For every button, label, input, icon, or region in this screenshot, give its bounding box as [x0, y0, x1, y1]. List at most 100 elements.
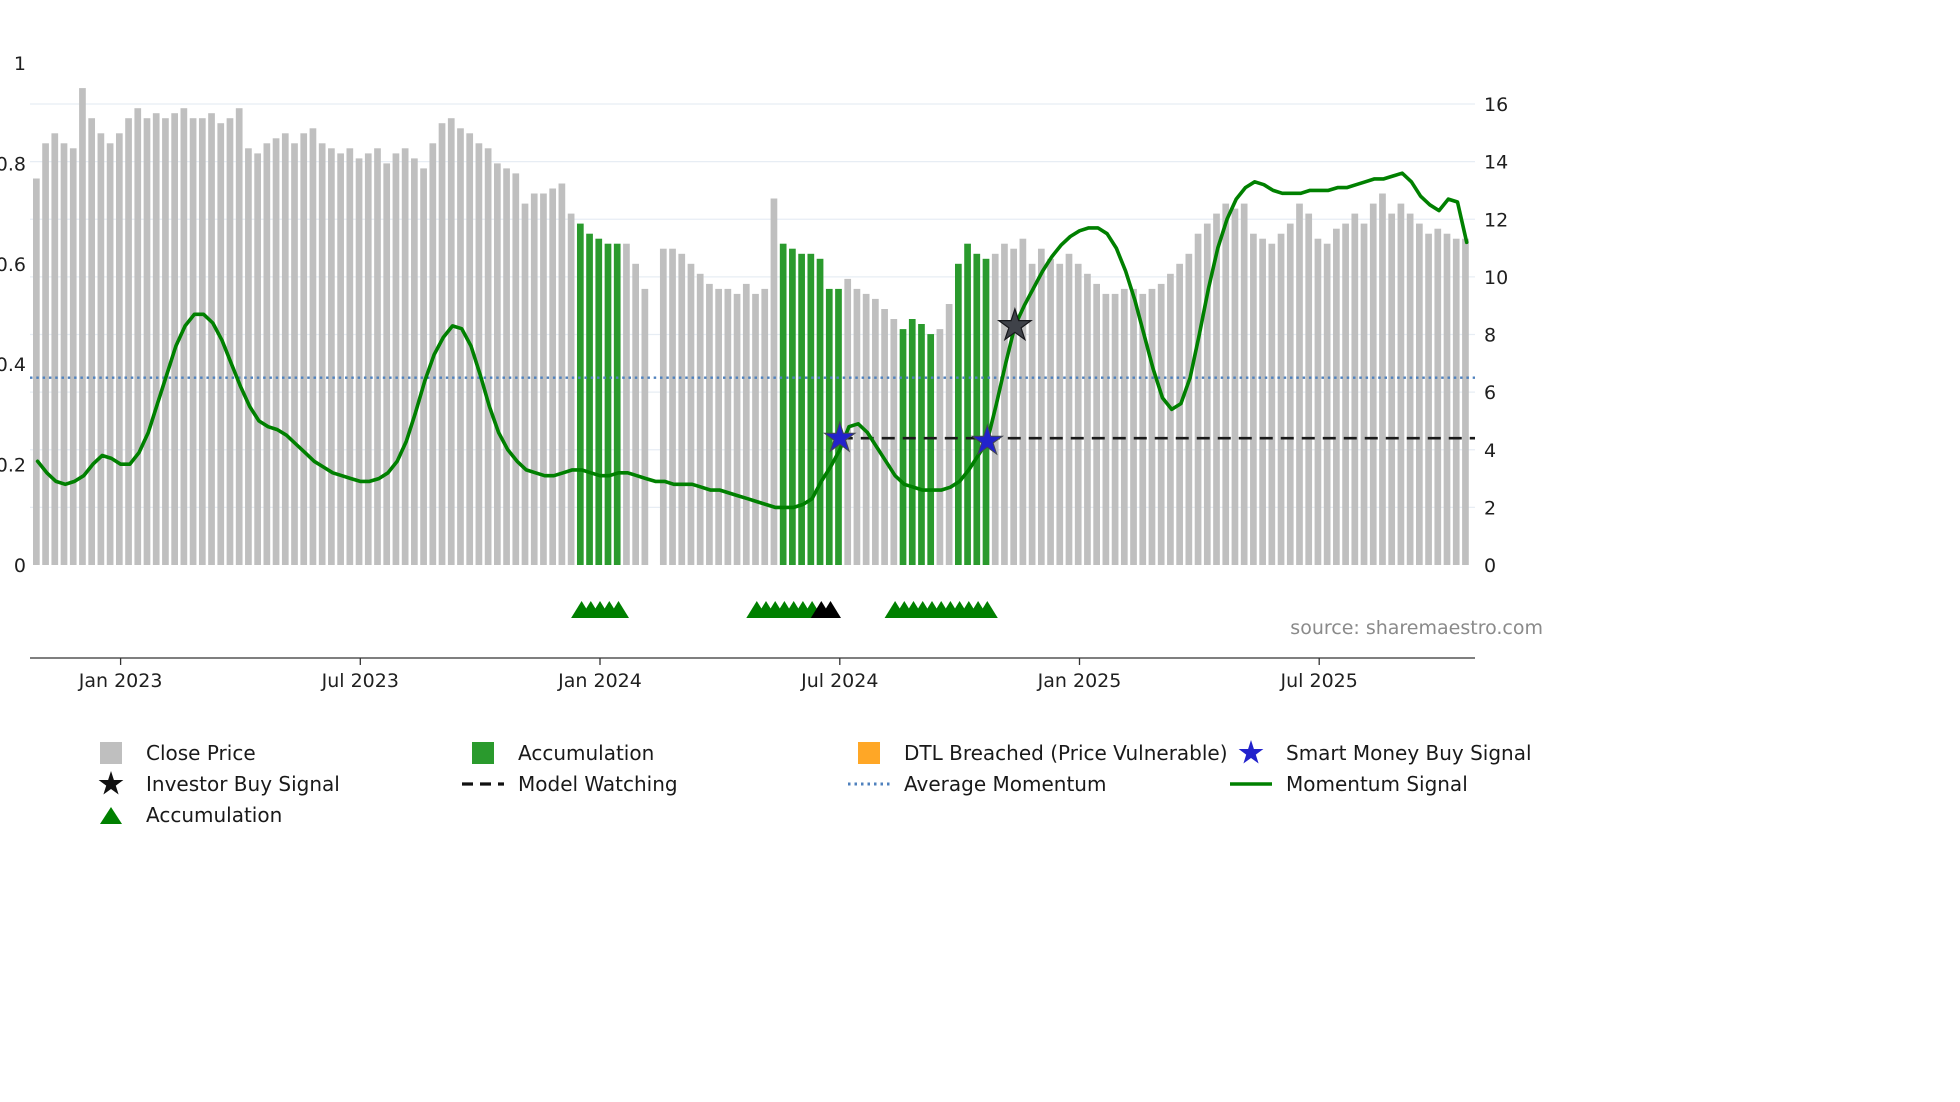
- green-line-icon: [1228, 771, 1274, 797]
- legend-label: Accumulation: [146, 802, 283, 827]
- blue-star-icon: [1228, 739, 1274, 767]
- accumulation-bar: [807, 253, 815, 566]
- close-price-bar: [1056, 263, 1064, 565]
- close-price-bar: [189, 118, 197, 565]
- close-price-bar: [669, 248, 676, 565]
- accumulation-bar: [595, 238, 603, 565]
- close-price-bar: [659, 248, 667, 565]
- close-price-bar: [1369, 203, 1377, 565]
- right-axis-tick-label: 4: [1484, 440, 1496, 462]
- close-price-bar: [1157, 283, 1165, 565]
- close-price-bar: [549, 188, 557, 565]
- close-price-bar: [328, 148, 335, 566]
- close-price-bar: [1416, 223, 1423, 565]
- close-price-bar: [1231, 208, 1239, 565]
- right-axis-tick-label: 6: [1484, 382, 1496, 404]
- close-price-bar: [1443, 233, 1451, 565]
- close-price-bar: [761, 288, 769, 565]
- close-price-swatch-icon: [88, 740, 134, 766]
- close-price-bar: [752, 293, 759, 565]
- x-axis-tick-label: Jul 2023: [321, 670, 399, 692]
- close-price-bar: [217, 123, 225, 565]
- close-price-bar: [1388, 213, 1396, 565]
- close-price-bar: [1047, 258, 1054, 565]
- close-price-bar: [162, 118, 169, 565]
- legend-item-smart-money-buy-signal: Smart Money Buy Signal: [1228, 737, 1532, 768]
- close-price-bar: [844, 278, 852, 565]
- close-price-bar: [733, 293, 741, 565]
- close-price-bar: [447, 118, 455, 565]
- left-axis-tick-label: 0.4: [0, 354, 26, 376]
- close-price-bar: [115, 133, 123, 566]
- close-price-bar: [1305, 213, 1313, 565]
- close-price-bar: [1074, 263, 1082, 565]
- close-price-bar: [1240, 203, 1248, 565]
- left-axis-tick-label: 0.6: [0, 254, 26, 276]
- close-price-bar: [106, 143, 114, 566]
- close-price-bar: [318, 143, 326, 566]
- close-price-bar: [1037, 248, 1045, 565]
- close-price-bar: [1360, 223, 1368, 565]
- close-price-bar: [1167, 273, 1174, 565]
- close-price-bar: [872, 298, 879, 565]
- close-price-bar: [401, 148, 409, 566]
- close-price-bar: [309, 128, 317, 566]
- close-price-bar: [1406, 213, 1414, 565]
- legend-column-4: Smart Money Buy Signal Momentum Signal: [1228, 737, 1532, 830]
- x-axis-tick-label: Jul 2025: [1280, 670, 1358, 692]
- close-price-bar: [42, 143, 49, 566]
- accumulation-marker-icon: [976, 601, 998, 618]
- right-axis-tick-label: 0: [1484, 555, 1496, 577]
- close-price-bar: [1452, 238, 1460, 565]
- close-price-bar: [208, 113, 215, 565]
- legend: Close Price Investor Buy Signal Accumula…: [88, 737, 1532, 830]
- legend-label: Momentum Signal: [1286, 771, 1468, 796]
- smart-money-buy-signal-star-icon: [822, 420, 857, 453]
- source-note: source: sharemaestro.com: [1290, 617, 1543, 639]
- x-axis-tick-label: Jan 2024: [557, 670, 642, 692]
- close-price-bar: [1185, 253, 1193, 566]
- close-price-bar: [1462, 238, 1469, 565]
- accumulation-bar: [899, 329, 907, 565]
- close-price-bar: [1250, 233, 1257, 565]
- black-dashed-line-icon: [460, 771, 506, 797]
- accumulation-bar: [604, 243, 612, 565]
- close-price-bar: [272, 138, 280, 566]
- close-price-bar: [420, 168, 427, 565]
- close-price-bar: [567, 213, 575, 565]
- close-price-bar: [466, 133, 474, 566]
- close-price-bar: [540, 193, 547, 565]
- close-price-bar: [696, 273, 704, 565]
- close-price-bar: [180, 108, 188, 565]
- close-price-bar: [364, 153, 372, 565]
- accumulation-bar: [927, 334, 935, 565]
- close-price-bar: [245, 148, 252, 566]
- legend-label: Close Price: [146, 740, 256, 765]
- legend-column-1: Close Price Investor Buy Signal Accumula…: [88, 737, 460, 830]
- close-price-bar: [1203, 223, 1211, 565]
- right-axis-tick-label: 8: [1484, 325, 1496, 347]
- close-price-bar: [632, 263, 639, 565]
- close-price-bar: [1213, 213, 1220, 565]
- close-price-bar: [1286, 223, 1294, 565]
- accumulation-bar: [918, 324, 925, 565]
- close-price-bar: [494, 163, 501, 565]
- close-price-bar: [263, 143, 271, 566]
- close-price-bar: [134, 108, 142, 565]
- legend-column-2: Accumulation Model Watching: [460, 737, 846, 830]
- close-price-bar: [1333, 228, 1340, 565]
- close-price-bar: [355, 158, 363, 565]
- close-price-bar: [411, 158, 418, 565]
- close-price-bar: [1065, 253, 1073, 566]
- left-axis-tick-label: 0.8: [0, 153, 26, 175]
- legend-label: Investor Buy Signal: [146, 771, 340, 796]
- accumulation-bar: [779, 243, 787, 565]
- close-price-bar: [475, 143, 483, 566]
- close-price-bar: [51, 133, 59, 566]
- close-price-bar: [623, 243, 630, 565]
- close-price-bar: [706, 283, 713, 565]
- green-square-icon: [460, 740, 506, 766]
- accumulation-bar: [586, 233, 593, 565]
